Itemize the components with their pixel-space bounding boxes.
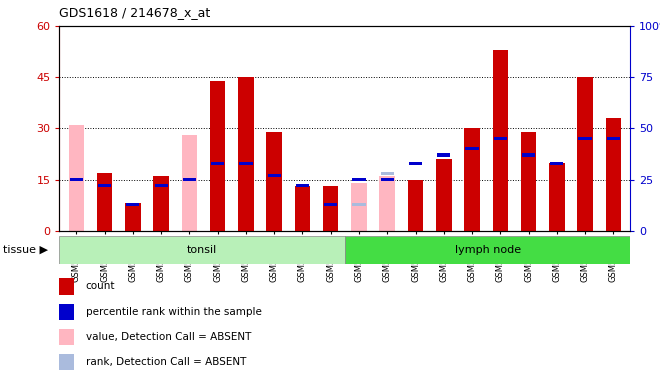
Bar: [607, 137, 620, 140]
FancyBboxPatch shape: [345, 236, 630, 264]
Bar: [125, 203, 141, 231]
Bar: [294, 186, 310, 231]
Bar: [183, 178, 196, 181]
Bar: [549, 162, 564, 231]
Text: percentile rank within the sample: percentile rank within the sample: [86, 307, 261, 317]
Bar: [379, 176, 395, 231]
Bar: [69, 125, 84, 231]
Bar: [323, 186, 339, 231]
Bar: [409, 162, 422, 165]
Bar: [296, 184, 309, 187]
Bar: [550, 162, 564, 165]
Bar: [153, 176, 169, 231]
Bar: [238, 77, 253, 231]
Bar: [70, 178, 83, 181]
Bar: [154, 184, 168, 187]
Bar: [352, 202, 366, 206]
Text: tissue ▶: tissue ▶: [3, 245, 48, 255]
Bar: [70, 178, 83, 181]
Text: GDS1618 / 214678_x_at: GDS1618 / 214678_x_at: [59, 6, 211, 19]
Bar: [578, 77, 593, 231]
Bar: [267, 174, 280, 177]
Bar: [182, 135, 197, 231]
Bar: [267, 132, 282, 231]
Bar: [408, 180, 423, 231]
Bar: [98, 184, 112, 187]
Bar: [521, 132, 537, 231]
Bar: [352, 178, 366, 181]
Bar: [240, 162, 253, 165]
Bar: [381, 172, 394, 175]
Text: value, Detection Call = ABSENT: value, Detection Call = ABSENT: [86, 332, 251, 342]
Bar: [126, 202, 139, 206]
Bar: [606, 118, 621, 231]
Bar: [522, 153, 535, 156]
Bar: [465, 147, 478, 150]
Text: rank, Detection Call = ABSENT: rank, Detection Call = ABSENT: [86, 357, 246, 368]
Bar: [324, 202, 337, 206]
Bar: [59, 354, 74, 370]
Bar: [59, 329, 74, 345]
Bar: [436, 159, 451, 231]
FancyBboxPatch shape: [59, 236, 345, 264]
Text: tonsil: tonsil: [187, 245, 217, 255]
Bar: [492, 50, 508, 231]
Bar: [211, 162, 224, 165]
Bar: [97, 173, 112, 231]
Bar: [351, 183, 367, 231]
Text: lymph node: lymph node: [455, 245, 521, 255]
Bar: [464, 128, 480, 231]
Bar: [494, 137, 507, 140]
Bar: [59, 278, 74, 294]
Bar: [381, 178, 394, 181]
Bar: [437, 153, 450, 156]
Bar: [210, 81, 226, 231]
Bar: [578, 137, 591, 140]
Bar: [324, 202, 337, 206]
Text: count: count: [86, 281, 115, 291]
Bar: [59, 304, 74, 320]
